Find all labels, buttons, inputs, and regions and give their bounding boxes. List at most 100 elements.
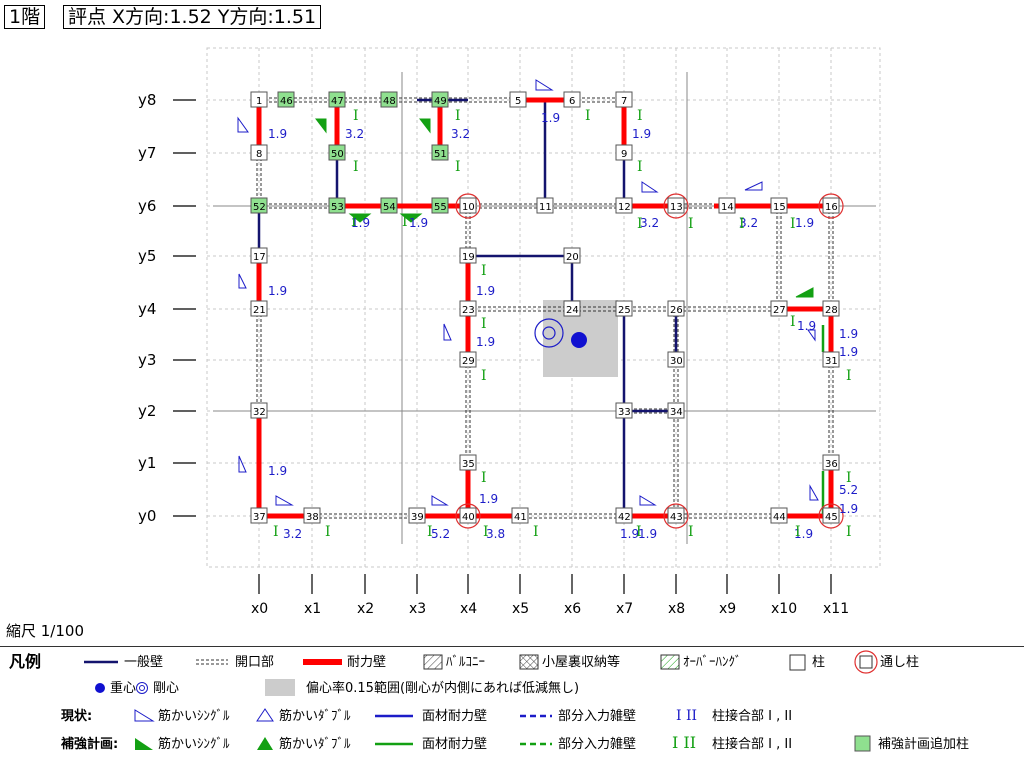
joint-mark: I	[455, 159, 461, 175]
column-label: 29	[462, 356, 475, 367]
legend-title: 凡例	[9, 652, 42, 671]
floor-label: 1階	[4, 5, 46, 29]
legend-balcony: ﾊﾞﾙｺﾆｰ	[446, 655, 485, 670]
column-label: 44	[773, 512, 786, 523]
column-box	[277, 91, 295, 108]
axis-label-y: y7	[138, 144, 156, 162]
column-label: 30	[670, 356, 683, 367]
column-label: 9	[621, 149, 627, 160]
wall-value: 1.9	[409, 216, 428, 230]
wall-value: 3.8	[486, 527, 505, 541]
plan-brace-icon	[399, 213, 423, 223]
joint-mark: I	[353, 159, 359, 175]
wall-value: 1.9	[351, 216, 370, 230]
legend-eccentricity: 偏心率0.15範囲(剛心が内側にあれば低減無し)	[306, 681, 580, 696]
wall-value: 1.9	[268, 127, 287, 141]
column-box	[250, 91, 268, 108]
legend-center-gravity: 重心	[110, 681, 137, 696]
floor-plan: y8 y7 y6 y5 y4 y3 y2 y1 y0 x0 x1 x2 x3 x4 x5 x6 x7 x8 x9 x1…	[138, 47, 881, 617]
column-label: 20	[566, 252, 579, 263]
column-box	[459, 247, 477, 264]
wall-value: 1.9	[268, 284, 287, 298]
through-column-circle	[455, 503, 481, 529]
column-box	[509, 91, 527, 108]
column-box	[250, 300, 268, 317]
column-box	[303, 507, 321, 524]
legend-current-brace-single: 筋かいｼﾝｸﾞﾙ	[158, 709, 230, 724]
wall-value: 3.2	[345, 127, 364, 141]
legend-plan-joint: 柱接合部 I , II	[712, 737, 793, 752]
current-brace-icon	[641, 181, 659, 193]
current-brace-icon	[535, 79, 554, 91]
column-box	[511, 507, 529, 524]
legend-plan-panel-wall: 面材耐力壁	[422, 737, 488, 752]
joint-mark: I	[325, 524, 331, 540]
joint-mark: I	[790, 314, 796, 330]
current-brace-icon	[275, 495, 294, 506]
wall-value: 1.9	[795, 216, 814, 230]
current-brace-icon	[807, 329, 816, 342]
column-label: 37	[253, 512, 266, 523]
joint-mark: I	[739, 216, 745, 232]
wall-value: 3.2	[451, 127, 470, 141]
column-box	[250, 247, 268, 264]
column-label: 8	[256, 149, 262, 160]
column-label: 34	[670, 407, 683, 418]
column-label: 38	[306, 512, 319, 523]
column-label: 23	[462, 305, 475, 316]
column-box	[459, 197, 477, 214]
column-label: 31	[825, 356, 838, 367]
wall-value: 5.2	[839, 483, 858, 497]
column-label: 33	[618, 407, 631, 418]
column-box	[380, 197, 398, 214]
joint-mark: I	[795, 524, 801, 540]
column-box	[459, 454, 477, 471]
added-column-label: 48	[383, 96, 396, 107]
column-label: 1	[256, 96, 262, 107]
joint-mark: I	[481, 263, 487, 279]
column-box	[250, 144, 268, 161]
column-box	[250, 402, 268, 419]
current-brace-icon	[238, 455, 247, 473]
axis-label-y: y0	[138, 507, 156, 525]
through-column-circle	[818, 503, 844, 529]
column-box	[328, 144, 346, 161]
current-brace-icon	[443, 323, 452, 341]
wall-value: 1.9	[268, 464, 287, 478]
axis-label-x: x3	[409, 601, 426, 617]
added-column-label: 49	[434, 96, 447, 107]
axis-label-y: y8	[138, 91, 156, 109]
axis-label-x: x6	[564, 601, 581, 617]
column-box	[536, 197, 554, 214]
column-box	[770, 300, 788, 317]
column-label: 28	[825, 305, 838, 316]
legend-center-rigidity: 剛心	[153, 681, 180, 696]
joint-mark: I	[481, 316, 487, 332]
column-label: 7	[621, 96, 627, 107]
column-box	[667, 351, 685, 368]
column-label: 5	[515, 96, 521, 107]
column-label: 13	[670, 202, 683, 213]
axis-label-x: x5	[512, 601, 529, 617]
column-box	[615, 300, 633, 317]
legend-current-panel-wall: 面材耐力壁	[422, 709, 488, 724]
axis-label-y: y4	[138, 300, 156, 318]
column-box	[615, 197, 633, 214]
legend-current-joint: 柱接合部 I , II	[712, 709, 793, 724]
column-box	[822, 351, 840, 368]
axis-label-x: x0	[251, 601, 268, 617]
axis-label-x: x8	[668, 601, 685, 617]
wall-value: 1.9	[476, 335, 495, 349]
axis-label-x: x11	[823, 601, 849, 617]
legend-current-joint-roman: I II	[676, 708, 698, 724]
joint-mark: I	[688, 524, 694, 540]
joint-mark: I	[481, 470, 487, 486]
added-column-label: 54	[383, 202, 396, 213]
wall-value: 1.9	[794, 527, 813, 541]
plan-brace-icon	[795, 287, 814, 298]
column-label: 10	[462, 202, 475, 213]
column-box	[328, 197, 346, 214]
legend-plan-brace-double: 筋かいﾀﾞﾌﾞﾙ	[279, 737, 351, 752]
column-label: 25	[618, 305, 631, 316]
joint-mark: I	[790, 216, 796, 232]
